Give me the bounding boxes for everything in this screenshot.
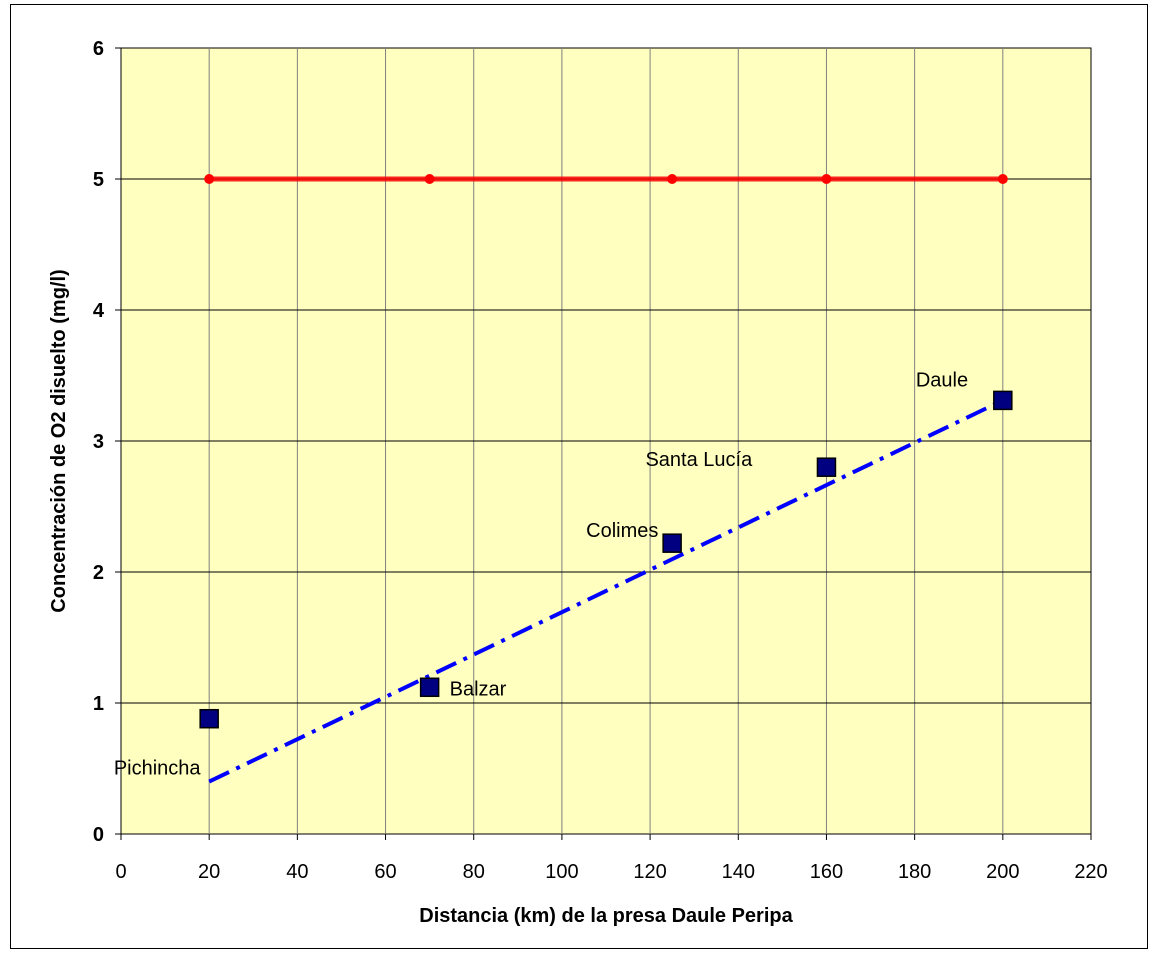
x-tick-label: 0 <box>115 861 126 883</box>
y-tick-labels: 0 1 2 3 4 5 6 <box>93 38 105 846</box>
x-tick-labels: 0 20 40 60 80 100 120 140 160 180 200 220 <box>115 861 1107 883</box>
x-tick-label: 160 <box>810 861 843 883</box>
reference-point <box>667 174 678 184</box>
series-layer <box>199 174 1013 784</box>
y-tick-label: 4 <box>93 300 105 322</box>
y-axis-title: Concentración de O2 disuelto (mg/l) <box>48 269 70 612</box>
station-label: Daule <box>916 369 968 391</box>
x-tick-label: 180 <box>898 861 931 883</box>
y-tick-label: 5 <box>93 169 104 191</box>
reference-point <box>997 174 1008 184</box>
y-tick-label: 3 <box>93 431 104 453</box>
station-label: Balzar <box>450 678 507 700</box>
reference-point <box>204 174 215 184</box>
x-tick-label: 80 <box>463 861 485 883</box>
axes <box>115 47 1092 840</box>
x-tick-label: 140 <box>722 861 755 883</box>
data-point <box>419 677 440 698</box>
station-label: Colimes <box>586 520 658 542</box>
data-point <box>199 708 219 729</box>
y-tick-label: 1 <box>93 693 104 715</box>
y-tick-label: 0 <box>93 824 104 846</box>
x-tick-label: 100 <box>545 861 578 883</box>
y-tick-label: 2 <box>93 562 104 584</box>
trend-line <box>208 398 1004 784</box>
x-tick-label: 120 <box>633 861 666 883</box>
station-labels: Pichincha Balzar Colimes Santa Lucía Daule <box>114 369 968 779</box>
x-axis-title: Distancia (km) de la presa Daule Peripa <box>419 905 793 927</box>
x-tick-label: 40 <box>286 861 308 883</box>
x-tick-label: 20 <box>198 861 220 883</box>
station-label: Santa Lucía <box>645 449 753 471</box>
x-tick-label: 60 <box>374 861 396 883</box>
data-point <box>816 457 837 477</box>
y-tick-label: 6 <box>93 38 104 60</box>
x-tick-label: 220 <box>1074 861 1107 883</box>
station-label: Pichincha <box>114 758 202 780</box>
reference-point <box>424 174 435 184</box>
reference-point <box>821 174 832 184</box>
data-point <box>662 533 682 553</box>
x-tick-label: 200 <box>986 861 1019 883</box>
data-point <box>993 390 1013 411</box>
